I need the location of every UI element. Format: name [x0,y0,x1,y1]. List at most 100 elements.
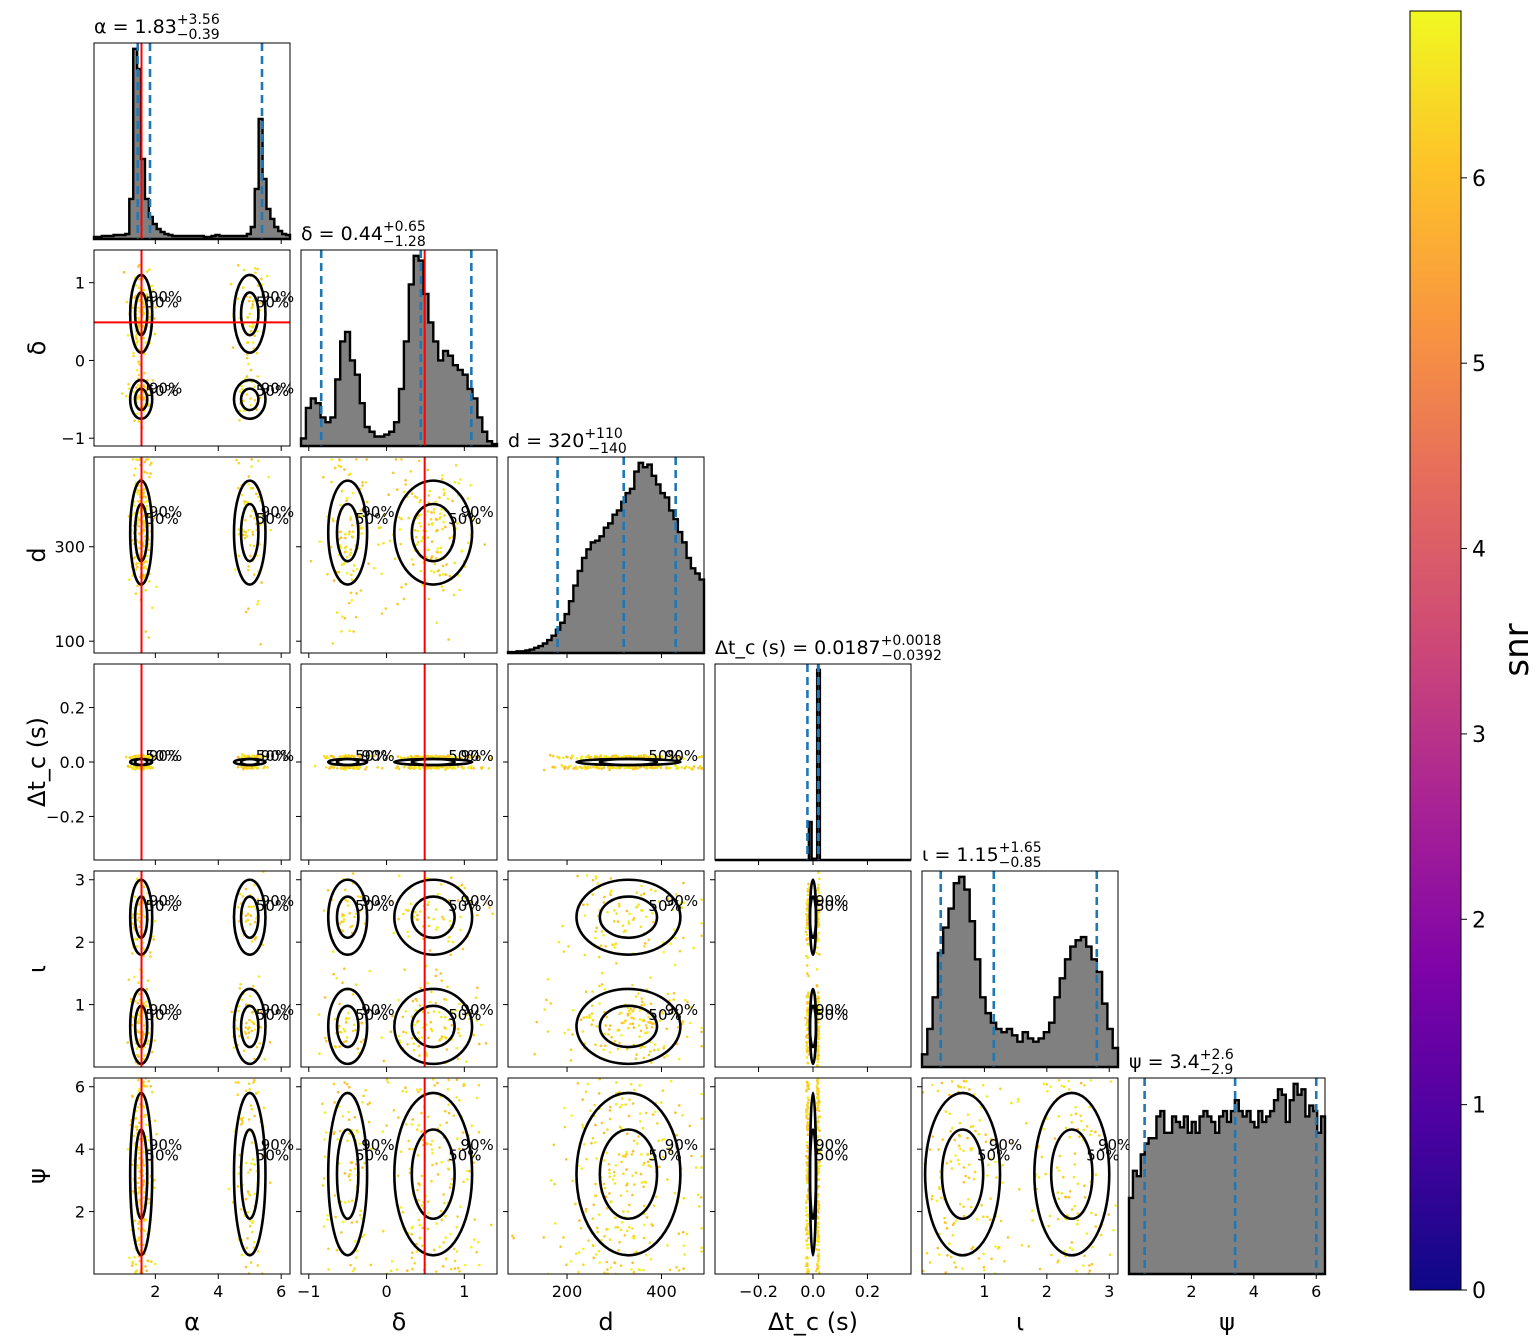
sample-point [416,516,419,520]
sample-point [239,1123,243,1126]
sample-point [138,561,141,565]
sample-point [639,1046,642,1050]
sample-point [443,491,446,495]
sample-point [535,1020,538,1024]
sample-point [634,1171,638,1174]
sample-point [805,1033,809,1037]
sample-point [954,1154,957,1157]
sample-point [939,1196,943,1199]
x-tick-label: 2 [1042,1282,1052,1301]
sample-point [136,565,139,569]
sample-point [450,876,453,879]
sample-point [385,1124,388,1127]
sample-point [394,458,398,461]
sample-point [253,1028,257,1031]
sample-point [262,767,265,770]
sample-point [318,540,322,543]
sample-point [603,987,607,991]
sample-point [950,1080,954,1083]
y-axis-label-dtc: Δt_c (s) [23,717,51,807]
sample-point [922,1269,925,1273]
sample-point [1003,1259,1006,1263]
sample-point [129,998,133,1001]
sample-point [330,480,333,484]
sample-point [637,767,640,770]
sample-point [149,1085,152,1088]
sample-point [621,1097,624,1100]
sample-point [806,1230,810,1234]
sample-point [430,511,433,514]
sample-point [817,1248,821,1252]
sample-point [439,516,442,519]
sample-point [649,976,652,979]
sample-point [425,1054,429,1058]
sample-point [614,1226,617,1229]
sample-point [1001,1181,1004,1184]
contour-90% [232,987,267,1066]
sample-point [428,489,432,493]
sample-point [816,1096,819,1099]
sample-point [469,754,472,758]
sample-point [256,554,259,557]
sample-point [625,1189,629,1193]
panel-background [715,871,911,1067]
sample-point [806,1096,809,1099]
sample-point [646,1031,649,1034]
sample-point [254,271,257,275]
contour-90% [393,479,474,586]
sample-point [631,1102,635,1105]
sample-point [405,1031,408,1035]
sample-point [131,767,135,771]
sample-point [957,1144,961,1148]
sample-point [551,765,554,769]
sample-point [403,765,406,769]
sample-point [620,1103,624,1107]
sample-point [153,1119,157,1122]
sample-point [416,1154,420,1157]
sample-point [249,397,252,400]
sample-point [427,924,431,928]
sample-point [145,293,149,296]
sample-point [389,900,392,903]
sample-point [406,1269,409,1272]
sample-point [349,1263,352,1267]
sample-point [417,1124,421,1127]
sample-point [136,584,139,588]
sample-point [433,1248,436,1252]
sample-point [457,1031,460,1035]
panel-background [715,664,911,860]
sample-point [472,767,476,770]
sample-point [639,925,643,929]
sample-point [426,468,430,472]
sample-point [654,1110,657,1114]
sample-point [951,1223,955,1227]
contour-50% [335,1128,360,1221]
sample-point [242,268,246,272]
sample-point [401,1089,404,1093]
sample-point [673,963,677,967]
sample-point [411,1147,415,1151]
contour-50% [239,895,260,940]
sample-point [137,1176,141,1180]
sample-point [253,385,256,389]
contour-label: 90% [149,1001,182,1019]
sample-point [397,1116,400,1119]
sample-point [144,1113,147,1117]
sample-point [475,1096,479,1100]
sample-point [954,1265,958,1269]
y-tick-label: 0.0 [60,753,85,772]
sample-point [935,1199,939,1203]
sample-point [817,886,820,890]
x-tick-label: 0.2 [855,1282,880,1301]
x-axis-label-alpha: α [184,1308,200,1336]
sample-point [805,1116,808,1119]
sample-point [236,297,240,301]
sample-point [614,1216,617,1220]
sample-point [417,1044,421,1048]
sample-point [625,1132,629,1136]
sample-point [442,755,446,758]
sample-point [590,1004,594,1007]
sample-point [143,1024,146,1027]
sample-point [489,1223,493,1227]
panel-background [922,1078,1118,1274]
